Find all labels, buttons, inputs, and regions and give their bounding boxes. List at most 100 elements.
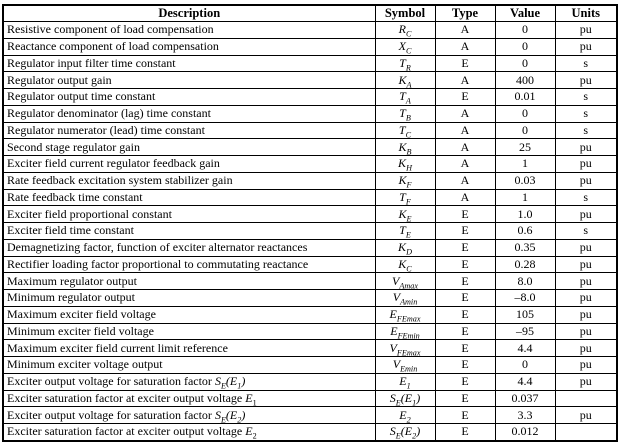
- cell-symbol: SE(E1): [374, 389, 436, 408]
- cell-description: Regulator output time constant: [2, 88, 376, 106]
- cell-symbol: TC: [374, 121, 436, 140]
- cell-description: Maximum exciter field current limit refe…: [2, 339, 376, 357]
- cell-description: Rate feedback excitation system stabiliz…: [2, 171, 376, 190]
- cell-description: Minimum regulator output: [2, 289, 376, 307]
- cell-type: E: [434, 54, 496, 73]
- cell-symbol: XC: [374, 37, 436, 56]
- cell-description: Exciter output voltage for saturation fa…: [2, 406, 376, 424]
- cell-value: 25: [494, 138, 556, 156]
- cell-symbol: SE(E2): [374, 423, 436, 442]
- cell-units: pu: [554, 339, 618, 357]
- cell-type: E: [434, 88, 496, 106]
- cell-symbol: KD: [374, 238, 436, 257]
- cell-type: A: [434, 21, 496, 39]
- cell-description: Demagnetizing factor, function of excite…: [2, 238, 376, 257]
- cell-symbol: VFEmax: [374, 339, 436, 357]
- cell-units: s: [554, 54, 618, 73]
- table-row: Rectifier loading factor proportional to…: [2, 255, 618, 274]
- table-row: Exciter field time constant TE E 0.6 s: [2, 222, 618, 240]
- cell-units: s: [554, 188, 618, 207]
- cell-value: 0.037: [494, 389, 556, 408]
- cell-description: Rectifier loading factor proportional to…: [2, 255, 376, 274]
- cell-units: pu: [554, 406, 618, 424]
- table-row: Exciter saturation factor at exciter out…: [2, 423, 618, 442]
- column-header-units: Units: [554, 4, 618, 22]
- cell-units: pu: [554, 255, 618, 274]
- cell-type: A: [434, 188, 496, 207]
- cell-value: 1.0: [494, 205, 556, 223]
- cell-units: pu: [554, 71, 618, 89]
- cell-symbol: VAmax: [374, 272, 436, 290]
- cell-units: pu: [554, 21, 618, 39]
- cell-value: 1: [494, 188, 556, 207]
- table-row: Regulator output gain KA A 400 pu: [2, 71, 618, 89]
- cell-units: [554, 423, 618, 442]
- cell-units: s: [554, 88, 618, 106]
- cell-units: pu: [554, 289, 618, 307]
- cell-value: 4.4: [494, 339, 556, 357]
- cell-value: 0: [494, 104, 556, 123]
- cell-description: Reactance component of load compensation: [2, 37, 376, 56]
- cell-units: pu: [554, 155, 618, 173]
- parameters-table: Description Symbol Type Value Units Resi…: [2, 4, 618, 442]
- table-row: Regulator denominator (lag) time constan…: [2, 104, 618, 123]
- cell-units: pu: [554, 372, 618, 391]
- cell-description: Regulator output gain: [2, 71, 376, 89]
- cell-units: [554, 389, 618, 408]
- cell-type: E: [434, 372, 496, 391]
- cell-description: Exciter field time constant: [2, 222, 376, 240]
- cell-type: E: [434, 322, 496, 341]
- cell-type: E: [434, 406, 496, 424]
- cell-value: 0.012: [494, 423, 556, 442]
- cell-type: A: [434, 155, 496, 173]
- cell-description: Exciter field current regulator feedback…: [2, 155, 376, 173]
- table-row: Maximum exciter field voltage EFEmax E 105 p…: [2, 305, 618, 324]
- table-row: Maximum regulator output VAmax E 8.0 pu: [2, 272, 618, 290]
- cell-symbol: TF: [374, 188, 436, 207]
- table-row: Maximum exciter field current limit refe…: [2, 339, 618, 357]
- cell-value: 0: [494, 121, 556, 140]
- cell-type: E: [434, 238, 496, 257]
- cell-value: 1: [494, 155, 556, 173]
- cell-symbol: EFEmin: [374, 322, 436, 341]
- column-header-symbol: Symbol: [374, 4, 436, 22]
- table-row: Exciter field current regulator feedback…: [2, 155, 618, 173]
- table-row: Demagnetizing factor, function of excite…: [2, 238, 618, 257]
- table-row: Exciter output voltage for saturation fa…: [2, 406, 618, 424]
- table-row: Resistive component of load compensation…: [2, 21, 618, 39]
- cell-description: Maximum exciter field voltage: [2, 305, 376, 324]
- cell-value: 0.35: [494, 238, 556, 257]
- table-row: Minimum exciter voltage output VEmin E 0 pu: [2, 356, 618, 374]
- cell-units: pu: [554, 138, 618, 156]
- cell-type: A: [434, 121, 496, 140]
- cell-description: Exciter saturation factor at exciter out…: [2, 423, 376, 442]
- cell-value: 8.0: [494, 272, 556, 290]
- column-header-type: Type: [434, 4, 496, 22]
- cell-units: pu: [554, 305, 618, 324]
- cell-value: –8.0: [494, 289, 556, 307]
- cell-value: 0: [494, 356, 556, 374]
- cell-value: 0.01: [494, 88, 556, 106]
- cell-description: Exciter field proportional constant: [2, 205, 376, 223]
- table-row: Rate feedback excitation system stabiliz…: [2, 171, 618, 190]
- column-header-value: Value: [494, 4, 556, 22]
- cell-description: Regulator input filter time constant: [2, 54, 376, 73]
- cell-type: A: [434, 71, 496, 89]
- cell-value: 4.4: [494, 372, 556, 391]
- cell-symbol: TE: [374, 222, 436, 240]
- cell-value: 0: [494, 54, 556, 73]
- cell-units: pu: [554, 272, 618, 290]
- table-row: Regulator numerator (lead) time constant…: [2, 121, 618, 140]
- cell-description: Rate feedback time constant: [2, 188, 376, 207]
- cell-description: Exciter output voltage for saturation fa…: [2, 372, 376, 391]
- cell-type: E: [434, 289, 496, 307]
- cell-type: E: [434, 423, 496, 442]
- cell-value: 400: [494, 71, 556, 89]
- cell-symbol: TB: [374, 104, 436, 123]
- cell-units: pu: [554, 37, 618, 56]
- cell-description: Minimum exciter field voltage: [2, 322, 376, 341]
- cell-symbol: KF: [374, 171, 436, 190]
- cell-units: s: [554, 222, 618, 240]
- cell-symbol: TA: [374, 88, 436, 106]
- cell-value: 0.6: [494, 222, 556, 240]
